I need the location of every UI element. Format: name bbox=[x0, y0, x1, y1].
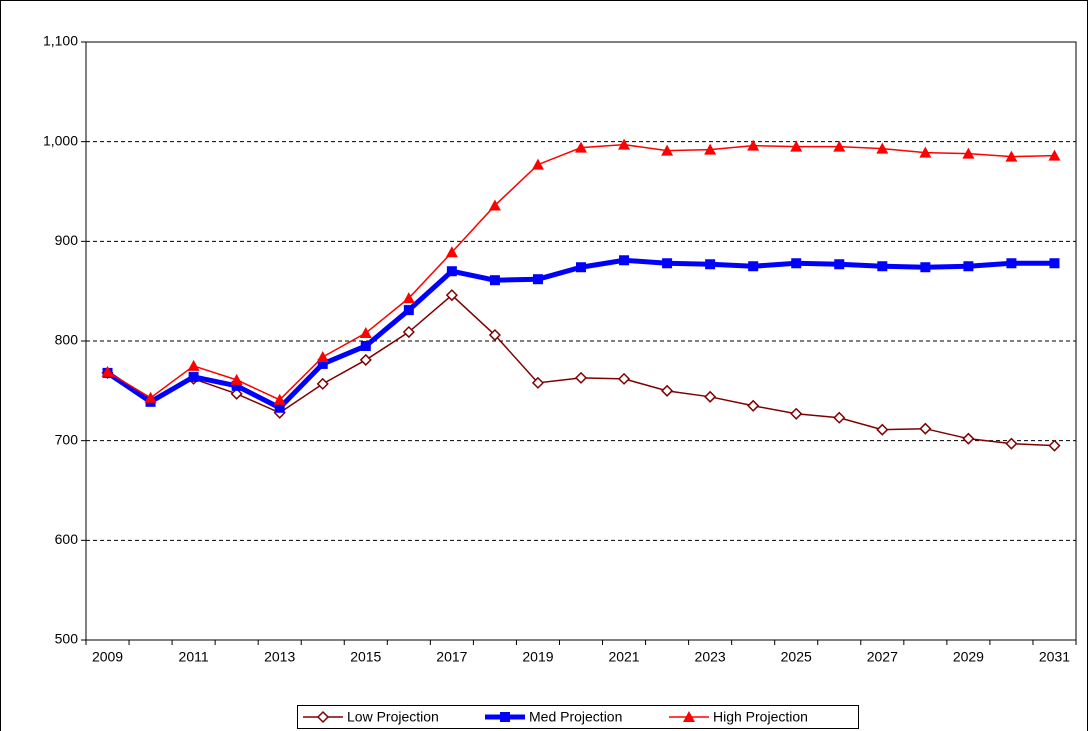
marker bbox=[661, 384, 674, 397]
marker bbox=[188, 371, 199, 382]
marker bbox=[1005, 150, 1018, 162]
x-tick-label: 2025 bbox=[781, 649, 812, 665]
legend-marker bbox=[500, 712, 510, 722]
marker bbox=[1006, 258, 1017, 269]
marker bbox=[704, 390, 717, 403]
marker bbox=[877, 261, 888, 272]
marker bbox=[619, 255, 630, 266]
marker bbox=[1049, 258, 1060, 269]
marker bbox=[445, 246, 458, 258]
x-tick-label: 2021 bbox=[608, 649, 639, 665]
marker bbox=[575, 141, 587, 153]
y-tick-label: 600 bbox=[55, 531, 79, 547]
x-tick-label: 2011 bbox=[179, 649, 209, 665]
marker bbox=[402, 325, 415, 339]
y-tick-label: 900 bbox=[55, 232, 79, 248]
x-tick-label: 2023 bbox=[695, 649, 726, 665]
marker bbox=[316, 377, 329, 390]
marker bbox=[488, 328, 501, 342]
marker bbox=[1005, 437, 1018, 450]
marker bbox=[360, 340, 371, 351]
marker bbox=[532, 274, 543, 285]
y-tick-label: 1,000 bbox=[43, 132, 78, 148]
marker bbox=[833, 140, 846, 152]
marker bbox=[834, 259, 845, 270]
marker bbox=[963, 261, 974, 272]
marker bbox=[317, 358, 328, 369]
marker bbox=[618, 138, 631, 150]
x-tick-label: 2019 bbox=[522, 649, 553, 665]
marker bbox=[230, 373, 243, 385]
marker bbox=[790, 407, 803, 420]
marker bbox=[187, 359, 200, 371]
x-tick-label: 2031 bbox=[1039, 649, 1070, 665]
marker bbox=[445, 289, 458, 302]
marker bbox=[876, 142, 889, 154]
legend-marker bbox=[683, 711, 695, 722]
marker bbox=[790, 140, 803, 152]
marker bbox=[359, 353, 372, 366]
marker bbox=[1048, 439, 1061, 452]
x-tick-label: 2009 bbox=[92, 649, 123, 665]
marker bbox=[791, 258, 802, 269]
marker bbox=[704, 143, 717, 155]
marker bbox=[705, 259, 716, 270]
marker bbox=[1048, 149, 1061, 161]
y-tick-label: 700 bbox=[55, 431, 79, 447]
marker bbox=[920, 262, 931, 273]
y-tick-label: 800 bbox=[55, 332, 79, 348]
marker bbox=[101, 365, 114, 377]
marker bbox=[748, 261, 759, 272]
marker bbox=[231, 380, 242, 391]
marker bbox=[274, 402, 285, 413]
marker bbox=[576, 262, 586, 273]
marker bbox=[747, 139, 760, 151]
marker bbox=[833, 411, 846, 424]
marker bbox=[359, 327, 372, 339]
x-tick-label: 2017 bbox=[436, 649, 467, 665]
y-tick-label: 500 bbox=[55, 631, 79, 647]
x-tick-label: 2027 bbox=[867, 649, 898, 665]
marker bbox=[273, 393, 286, 405]
marker bbox=[531, 158, 544, 170]
marker bbox=[489, 275, 500, 286]
x-tick-label: 2015 bbox=[350, 649, 381, 665]
marker bbox=[919, 146, 932, 158]
legend-box bbox=[297, 705, 859, 729]
marker bbox=[316, 350, 329, 362]
marker bbox=[662, 258, 673, 269]
marker bbox=[747, 399, 760, 412]
marker bbox=[531, 376, 545, 389]
x-tick-label: 2013 bbox=[264, 649, 295, 665]
marker bbox=[230, 387, 243, 400]
marker bbox=[876, 423, 889, 436]
x-tick-label: 2029 bbox=[953, 649, 984, 665]
y-tick-label: 1,100 bbox=[43, 33, 78, 49]
marker bbox=[488, 199, 501, 211]
marker bbox=[402, 292, 415, 304]
legend-label: Med Projection bbox=[529, 709, 622, 725]
marker bbox=[962, 432, 975, 445]
marker bbox=[403, 305, 414, 316]
legend-label: High Projection bbox=[713, 709, 808, 725]
legend-label: Low Projection bbox=[347, 709, 439, 725]
marker bbox=[617, 372, 631, 385]
legend-marker bbox=[316, 710, 330, 724]
marker bbox=[962, 147, 975, 159]
marker bbox=[661, 144, 674, 156]
marker bbox=[446, 266, 457, 277]
marker bbox=[144, 391, 157, 403]
marker bbox=[574, 371, 588, 384]
marker bbox=[919, 422, 932, 435]
